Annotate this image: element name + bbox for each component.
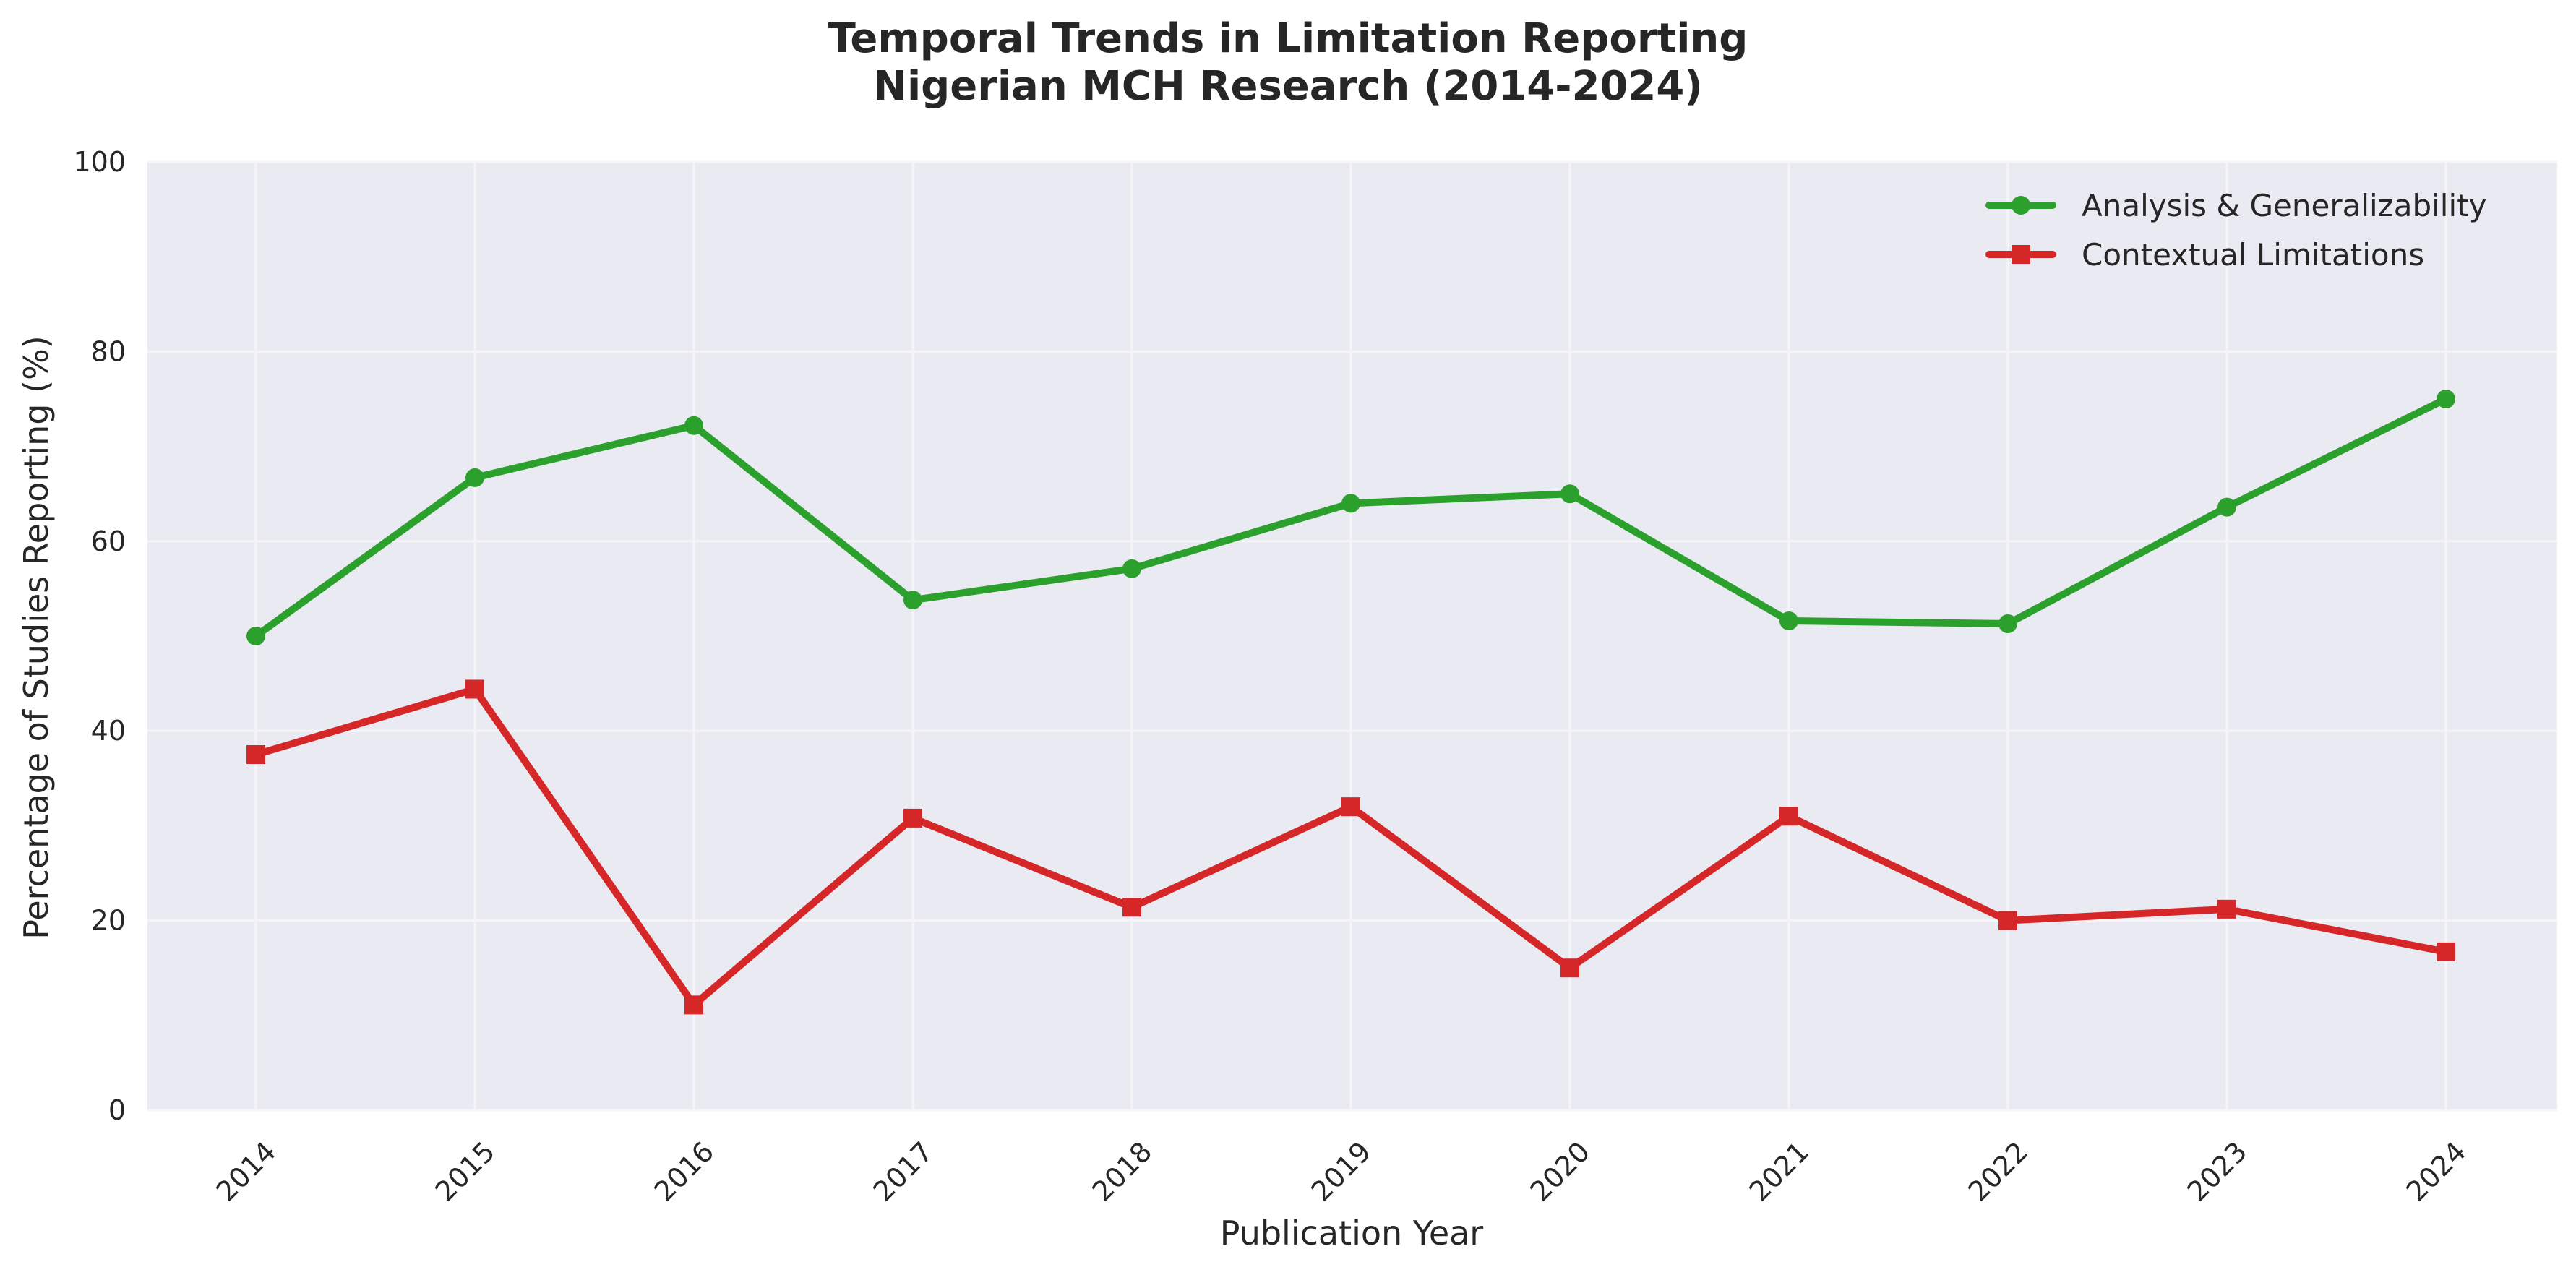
legend-label: Analysis & Generalizability — [2082, 188, 2486, 223]
chart-title-line-2: Nigerian MCH Research (2014-2024) — [873, 63, 1703, 110]
y-tick-label: 80 — [91, 335, 126, 367]
x-tick-label: 2017 — [867, 1136, 940, 1208]
plot-area — [147, 162, 2557, 1110]
data-point — [1998, 911, 2017, 930]
x-tick-label: 2020 — [1524, 1136, 1597, 1208]
data-point — [1779, 807, 1798, 826]
data-point — [1341, 494, 1360, 513]
y-tick-label: 0 — [108, 1094, 126, 1126]
data-point — [2437, 390, 2455, 408]
chart-title-line-1: Temporal Trends in Limitation Reporting — [828, 15, 1748, 62]
data-point — [1122, 898, 1141, 917]
x-axis-label: Publication Year — [1220, 1214, 1484, 1253]
x-tick-label: 2022 — [1962, 1136, 2035, 1208]
data-point — [246, 627, 265, 645]
x-tick-label: 2014 — [210, 1136, 283, 1208]
series-2 — [246, 679, 2455, 1015]
data-point — [903, 808, 922, 828]
x-tick-label: 2015 — [429, 1136, 502, 1208]
x-tick-label: 2018 — [1086, 1136, 1159, 1208]
x-tick-label: 2021 — [1743, 1136, 1816, 1208]
data-point — [2437, 942, 2455, 961]
x-tick-label: 2019 — [1305, 1136, 1378, 1208]
x-axis-ticks: 2014 2015 2016 2017 2018 2019 2020 2021 2022 2023… — [210, 1136, 2473, 1208]
y-tick-label: 60 — [91, 525, 126, 557]
x-tick-label: 2023 — [2181, 1136, 2254, 1208]
data-point — [684, 416, 703, 435]
x-tick-label: 2016 — [648, 1136, 721, 1208]
legend-label: Contextual Limitations — [2082, 237, 2424, 272]
legend: Analysis & Generalizability Contextual Li… — [1985, 188, 2486, 272]
data-point — [684, 995, 703, 1015]
grid-lines — [147, 160, 2557, 1112]
x-tick-label: 2024 — [2400, 1136, 2473, 1208]
legend-marker — [2012, 245, 2030, 264]
data-point — [465, 679, 484, 699]
y-tick-label: 40 — [91, 715, 126, 747]
data-point — [1560, 958, 1579, 978]
series-1 — [246, 390, 2455, 645]
data-point — [2217, 497, 2236, 517]
y-tick-label: 100 — [73, 146, 126, 178]
data-point — [1779, 611, 1798, 631]
legend-marker — [2012, 196, 2030, 215]
data-point — [1998, 614, 2017, 633]
series-group — [246, 390, 2455, 1015]
y-axis-ticks: 0 20 40 60 80 100 — [73, 146, 126, 1126]
data-point — [903, 591, 922, 610]
data-point — [1341, 797, 1360, 817]
data-point — [1122, 559, 1141, 578]
data-point — [2217, 899, 2236, 919]
data-point — [1560, 484, 1579, 504]
data-point — [465, 468, 484, 487]
y-tick-label: 20 — [91, 905, 126, 937]
data-point — [246, 745, 265, 764]
y-axis-label: Percentage of Studies Reporting (%) — [17, 335, 56, 939]
